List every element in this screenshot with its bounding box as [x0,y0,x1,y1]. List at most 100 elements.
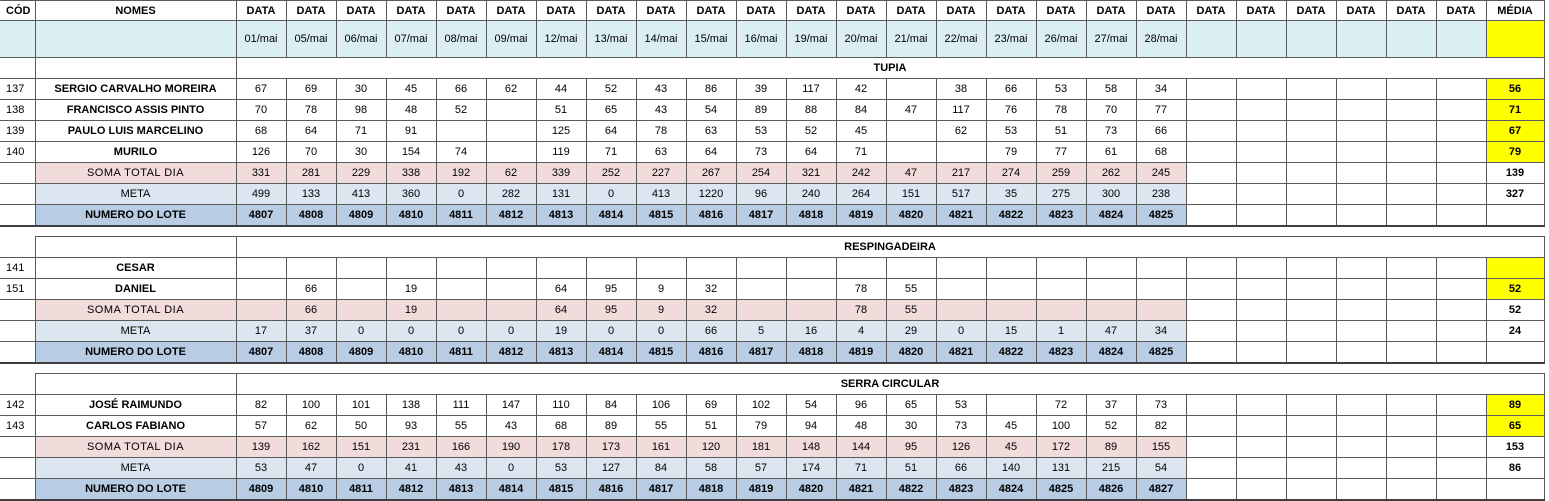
value-cell[interactable]: 70 [235,99,287,121]
value-cell[interactable] [1435,457,1487,479]
value-cell[interactable]: 78 [835,278,887,300]
value-cell[interactable]: 71 [585,141,637,163]
value-cell[interactable] [1185,78,1237,100]
value-cell[interactable]: 78 [285,99,337,121]
value-cell[interactable]: 154 [385,141,437,163]
value-cell[interactable]: 78 [835,299,887,321]
value-cell[interactable]: 64 [685,141,737,163]
value-cell[interactable] [1335,183,1387,205]
value-cell[interactable] [1435,141,1487,163]
value-cell[interactable] [1235,478,1287,501]
value-cell[interactable] [1285,162,1337,184]
value-cell[interactable]: 70 [1085,99,1137,121]
value-cell[interactable] [1135,257,1187,279]
value-cell[interactable]: 181 [735,436,787,458]
value-cell[interactable]: 0 [435,183,487,205]
value-cell[interactable]: 4822 [985,341,1037,364]
value-cell[interactable]: 111 [435,394,487,416]
value-cell[interactable]: 4826 [1085,478,1137,501]
value-cell[interactable]: 4816 [685,341,737,364]
value-cell[interactable] [635,257,687,279]
value-cell[interactable]: 96 [835,394,887,416]
date-cell[interactable]: 08/mai [435,20,487,58]
value-cell[interactable] [535,257,587,279]
lote-label[interactable]: NUMERO DO LOTE [34,204,237,227]
value-cell[interactable]: 4825 [1135,341,1187,364]
value-cell[interactable]: 4813 [535,341,587,364]
value-cell[interactable] [1235,415,1287,437]
value-cell[interactable] [1335,299,1387,321]
value-cell[interactable]: 95 [885,436,937,458]
value-cell[interactable] [1385,341,1437,364]
date-cell[interactable] [1185,20,1237,58]
cod-header[interactable]: CÓD [0,0,36,21]
value-cell[interactable]: 57 [735,457,787,479]
soma-label[interactable]: SOMA TOTAL DIA [34,299,237,321]
value-cell[interactable]: 47 [885,99,937,121]
spacer-cell[interactable] [0,226,1544,237]
value-cell[interactable]: 0 [335,320,387,342]
value-cell[interactable] [1285,183,1337,205]
value-cell[interactable] [1435,320,1487,342]
section-title[interactable]: SERRA CIRCULAR [235,373,1545,395]
value-cell[interactable] [1435,394,1487,416]
value-cell[interactable]: 4814 [485,478,537,501]
value-cell[interactable] [1385,162,1437,184]
value-cell[interactable]: 102 [735,394,787,416]
value-cell[interactable]: 78 [1035,99,1087,121]
value-cell[interactable] [1285,478,1337,501]
value-cell[interactable]: 91 [385,120,437,142]
value-cell[interactable]: 37 [285,320,337,342]
value-cell[interactable]: 34 [1135,78,1187,100]
data-header[interactable]: DATA [685,0,737,21]
data-header[interactable]: DATA [985,0,1037,21]
meta-label[interactable]: META [34,457,237,479]
meta-average[interactable]: 24 [1485,320,1545,342]
average-cell[interactable]: 71 [1485,99,1545,121]
value-cell[interactable] [985,278,1037,300]
value-cell[interactable]: 192 [435,162,487,184]
value-cell[interactable]: 4819 [835,204,887,227]
value-cell[interactable]: 4810 [285,478,337,501]
value-cell[interactable] [485,278,537,300]
value-cell[interactable]: 66 [685,320,737,342]
value-cell[interactable]: 82 [1135,415,1187,437]
average-cell[interactable]: 56 [1485,78,1545,100]
cell[interactable] [0,162,36,184]
value-cell[interactable]: 53 [735,120,787,142]
cell[interactable] [0,236,36,258]
value-cell[interactable]: 53 [1035,78,1087,100]
value-cell[interactable]: 54 [685,99,737,121]
value-cell[interactable] [935,278,987,300]
value-cell[interactable] [435,257,487,279]
data-header[interactable]: DATA [1235,0,1287,21]
value-cell[interactable] [985,394,1037,416]
cell[interactable] [0,183,36,205]
value-cell[interactable]: 0 [485,320,537,342]
date-cell[interactable]: 14/mai [635,20,687,58]
average-cell[interactable]: 79 [1485,141,1545,163]
cell[interactable] [0,320,36,342]
value-cell[interactable]: 140 [985,457,1037,479]
value-cell[interactable]: 4820 [885,204,937,227]
person-name[interactable]: SERGIO CARVALHO MOREIRA [34,78,237,100]
value-cell[interactable] [1435,99,1487,121]
value-cell[interactable]: 64 [535,299,587,321]
value-cell[interactable]: 77 [1135,99,1187,121]
value-cell[interactable] [885,120,937,142]
value-cell[interactable]: 4812 [485,341,537,364]
value-cell[interactable] [1085,257,1137,279]
meta-average[interactable]: 327 [1485,183,1545,205]
value-cell[interactable]: 51 [535,99,587,121]
value-cell[interactable]: 43 [435,457,487,479]
data-header[interactable]: DATA [535,0,587,21]
value-cell[interactable] [1185,394,1237,416]
value-cell[interactable] [1235,162,1287,184]
value-cell[interactable]: 66 [935,457,987,479]
value-cell[interactable]: 4819 [735,478,787,501]
value-cell[interactable] [785,278,837,300]
media-header[interactable]: MÉDIA [1485,0,1545,21]
value-cell[interactable]: 73 [1085,120,1137,142]
person-name[interactable]: CESAR [34,257,237,279]
value-cell[interactable] [1285,457,1337,479]
